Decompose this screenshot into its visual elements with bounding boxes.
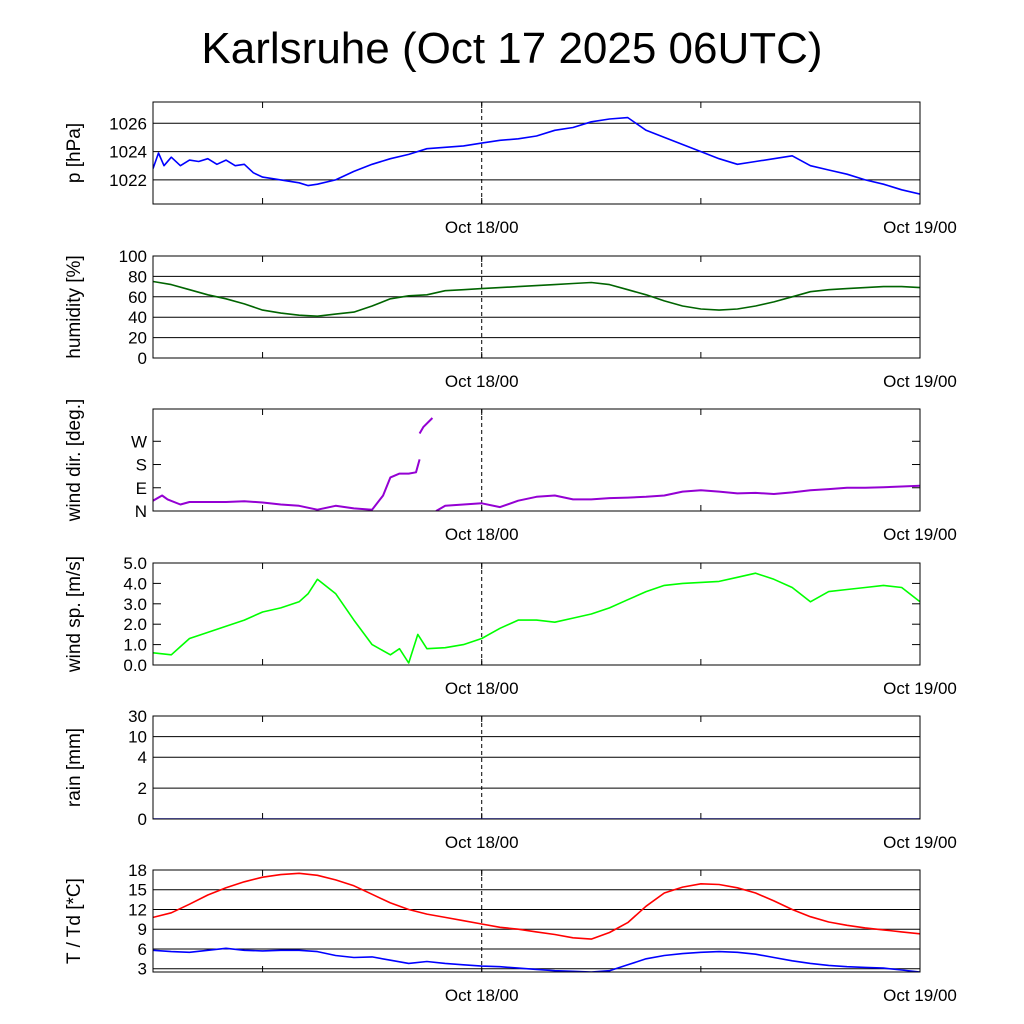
y-axis-label: wind sp. [m/s] (64, 556, 85, 673)
y-tick-label: N (135, 502, 147, 521)
plot-frame (152, 255, 921, 359)
y-tick-label: E (136, 479, 147, 498)
y-tick-label: 0.0 (123, 656, 147, 675)
y-axis-label: humidity [%] (64, 255, 85, 358)
y-tick-label: 1.0 (123, 636, 147, 655)
plot-frame (152, 715, 921, 820)
series-line-1 (153, 116, 920, 195)
series-line-2 (153, 947, 920, 972)
x-tick-label: Oct 19/00 (883, 218, 957, 237)
y-tick-label: 1026 (109, 114, 147, 133)
y-axis-label: T / Td [*C] (64, 878, 85, 964)
x-tick-label: Oct 19/00 (883, 833, 957, 852)
y-tick-label: 2 (138, 779, 147, 798)
y-tick-label: 30 (128, 707, 147, 726)
y-tick-label: 5.0 (123, 554, 147, 573)
y-tick-label: 0 (138, 810, 147, 829)
y-tick-label: 80 (128, 267, 147, 286)
chart-title: Karlsruhe (Oct 17 2025 06UTC) (201, 24, 823, 73)
series-line-1 (153, 280, 920, 318)
x-tick-label: Oct 18/00 (445, 372, 519, 391)
y-tick-label: 9 (138, 920, 147, 939)
panel-4: 0.01.0 2.03.0 4.05.0 Oct 18/00 Oct 19/00 wind… (64, 554, 957, 698)
y-tick-label: 40 (128, 308, 147, 327)
panel-5: 0 2 410 30 Oct 18/00 Oct 19/00 rain [mm] (64, 707, 957, 852)
x-tick-label: Oct 18/00 (445, 986, 519, 1005)
y-tick-label: 2.0 (123, 615, 147, 634)
x-tick-label: Oct 18/00 (445, 525, 519, 544)
series-line-1 (153, 872, 920, 940)
y-tick-label: 3.0 (123, 595, 147, 614)
y-tick-label: 3 (138, 960, 147, 979)
panel-1: 1022 1024 1026 Oct 18/00 Oct 19/00 p [hPa] (64, 101, 957, 237)
y-axis-label: p [hPa] (64, 123, 85, 183)
x-tick-label: Oct 18/00 (445, 679, 519, 698)
y-tick-label: 4 (138, 748, 147, 767)
series-line-3 (435, 484, 920, 511)
y-tick-label: 10 (128, 728, 147, 747)
x-tick-label: Oct 19/00 (883, 986, 957, 1005)
plot-frame (152, 101, 921, 205)
x-tick-label: Oct 19/00 (883, 372, 957, 391)
y-tick-label: 60 (128, 288, 147, 307)
y-tick-label: S (136, 456, 147, 475)
y-tick-label: 100 (119, 247, 147, 266)
series-line-1 (153, 572, 920, 664)
plot-frame (152, 562, 921, 666)
series-line-1 (153, 459, 421, 511)
x-tick-label: Oct 19/00 (883, 525, 957, 544)
x-tick-label: Oct 18/00 (445, 218, 519, 237)
y-axis-label: rain [mm] (64, 728, 85, 807)
y-tick-label: 20 (128, 329, 147, 348)
plot-frame (152, 408, 921, 512)
x-tick-label: Oct 19/00 (883, 679, 957, 698)
y-tick-label: 4.0 (123, 574, 147, 593)
y-tick-label: 15 (128, 881, 147, 900)
y-axis-label: wind dir. [deg.] (64, 399, 85, 523)
y-tick-label: W (131, 432, 147, 451)
series-line-2 (418, 417, 434, 435)
y-tick-label: 1024 (109, 143, 147, 162)
y-tick-label: 12 (128, 900, 147, 919)
y-tick-label: 0 (138, 349, 147, 368)
x-tick-label: Oct 18/00 (445, 833, 519, 852)
y-tick-label: 1022 (109, 171, 147, 190)
y-tick-label: 18 (128, 861, 147, 880)
y-tick-label: 6 (138, 940, 147, 959)
plot-frame (152, 869, 921, 973)
